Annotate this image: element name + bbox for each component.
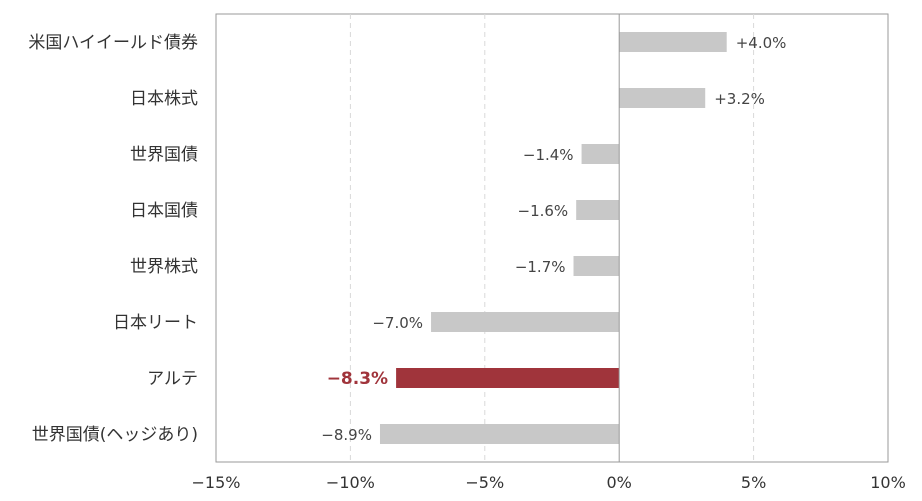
category-label: 日本国債 — [130, 201, 198, 221]
category-label: 世界国債 — [130, 145, 198, 165]
x-tick-label: −15% — [192, 473, 241, 492]
x-tick-label: −5% — [465, 473, 504, 492]
data-labels: +4.0% +3.2% −1.4% −1.6% −1.7% −7.0% −8.3% −8.9% — [321, 34, 786, 444]
category-label: 世界国債(ヘッジあり) — [32, 425, 198, 445]
data-label: −8.9% — [321, 426, 372, 444]
bar — [431, 312, 620, 332]
category-label: 日本リート — [113, 313, 198, 333]
data-label: −1.6% — [518, 202, 569, 220]
data-label: −1.4% — [523, 146, 574, 164]
x-tick-labels: −15% −10% −5% 0% 5% 10% — [192, 473, 906, 492]
category-label: 世界株式 — [130, 257, 198, 277]
data-label: +3.2% — [714, 90, 765, 108]
bar — [576, 200, 620, 220]
plot-area — [215, 13, 889, 463]
x-tick-label: 5% — [741, 473, 766, 492]
data-label: −7.0% — [372, 314, 423, 332]
bar — [581, 144, 620, 164]
bar — [396, 368, 620, 388]
data-label: −8.3% — [327, 369, 388, 389]
category-labels: 米国ハイイールド債券日本株式世界国債日本国債世界株式日本リートアルテ世界国債(ヘ… — [28, 33, 198, 445]
category-label: 日本株式 — [130, 89, 198, 109]
bar — [619, 32, 727, 52]
x-tick-label: 0% — [607, 473, 632, 492]
category-label: 米国ハイイールド債券 — [28, 33, 198, 53]
x-tick-label: 10% — [870, 473, 906, 492]
x-tick-label: −10% — [326, 473, 375, 492]
bar — [619, 88, 706, 108]
category-label: アルテ — [147, 369, 198, 389]
bars — [379, 32, 727, 444]
data-label: +4.0% — [736, 34, 787, 52]
bar — [573, 256, 620, 276]
bar — [379, 424, 620, 444]
data-label: −1.7% — [515, 258, 566, 276]
